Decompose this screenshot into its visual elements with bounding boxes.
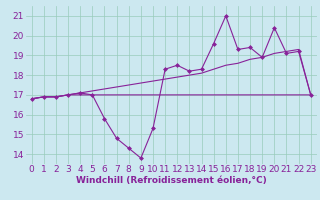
- X-axis label: Windchill (Refroidissement éolien,°C): Windchill (Refroidissement éolien,°C): [76, 176, 267, 185]
